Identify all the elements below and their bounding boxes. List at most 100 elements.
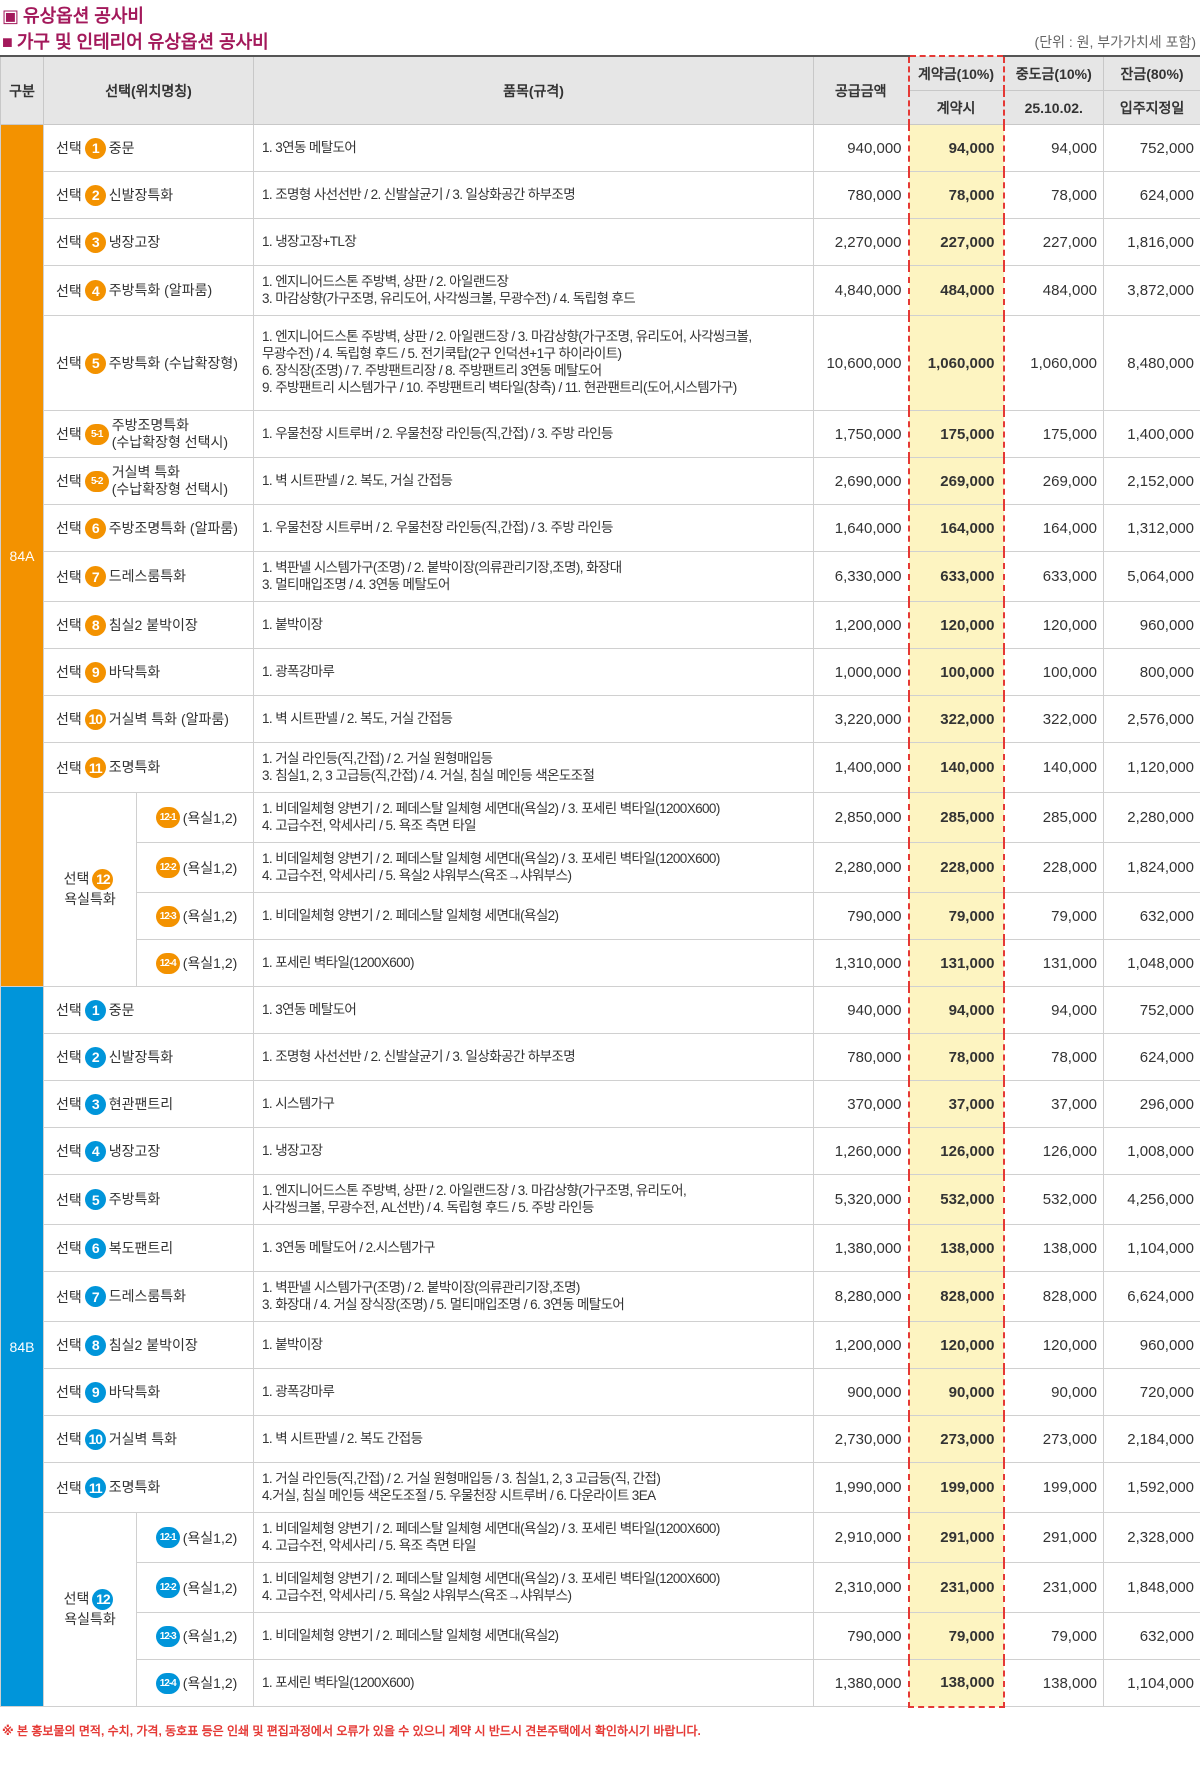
option-cell: 선택 8 침실2 붙박이장	[42, 1321, 255, 1369]
item-line: 1. 엔지니어드스톤 주방벽, 상판 / 2. 아일랜드장	[262, 273, 509, 289]
option-cell: 선택 11 조명특화	[42, 1462, 255, 1513]
supply-price: 900,000	[813, 1368, 910, 1416]
option-number: 7	[84, 1286, 106, 1307]
item-line: 4. 고급수전, 악세사리 / 5. 욕조 측면 타일	[262, 1537, 477, 1553]
table-row: 12-4 (욕실1,2) 1. 포세린 벽타일(1200X600) 1,310,000…	[1, 939, 1200, 987]
option-number: 4	[84, 280, 106, 301]
balance-price: 2,184,000	[1103, 1415, 1200, 1463]
item-line: 1. 비데일체형 양변기 / 2. 페데스탈 일체형 세면대(욕실2) / 3.…	[262, 800, 720, 816]
item-cell: 1. 냉장고장	[253, 1127, 815, 1175]
option-number: 12-3	[155, 905, 180, 927]
option-cell: 선택 1 중문	[42, 986, 255, 1034]
option-name-block: 냉장고장	[109, 234, 161, 251]
option-number: 12-2	[155, 857, 180, 878]
supply-price: 940,000	[813, 124, 910, 172]
balance-price: 2,328,000	[1103, 1512, 1200, 1563]
middle-price: 131,000	[1003, 939, 1105, 987]
option-prefix: 선택	[56, 1049, 82, 1065]
option-label: 선택 12 욕실특화	[44, 1589, 136, 1630]
option-prefix: 선택	[56, 1240, 82, 1256]
middle-price: 94,000	[1003, 124, 1105, 172]
title-area: ▣ 유상옵션 공사비 ■ 가구 및 인테리어 유상옵션 공사비 (단위 : 원, 부…	[0, 0, 1200, 55]
option-name: 드레스룸특화	[108, 568, 187, 585]
option-label: 선택 7 드레스룸특화	[44, 566, 253, 587]
contract-price: 79,000	[907, 892, 1005, 940]
option-name: 신발장특화	[108, 1048, 174, 1065]
option-number: 12	[92, 869, 114, 891]
item-line: 1. 거실 라인등(직,간접) / 2. 거실 원형매입등	[262, 750, 493, 766]
item-line: 1. 벽 시트판넬 / 2. 복도 간접등	[262, 1430, 423, 1446]
table-row: 선택 11 조명특화 1. 거실 라인등(직,간접) / 2. 거실 원형매입등 / …	[1, 1462, 1200, 1513]
option-label: 선택 5-2 거실벽 특화 (수납확장형 선택시)	[44, 464, 253, 498]
item-cell: 1. 벽판넬 시스템가구(조명) / 2. 붙박이장(의류관리기장,조명), 화…	[253, 551, 815, 602]
middle-price: 228,000	[1003, 842, 1105, 893]
supply-price: 780,000	[813, 1033, 910, 1081]
supply-price: 2,270,000	[813, 218, 910, 266]
option-cell: 선택 5 주방특화	[42, 1174, 255, 1225]
header-cell: 입주지정일	[1103, 90, 1200, 125]
contract-price: 828,000	[907, 1271, 1005, 1322]
middle-price: 273,000	[1003, 1415, 1105, 1463]
balance-price: 6,624,000	[1103, 1271, 1200, 1322]
option-cell: 선택 9 바닥특화	[42, 1368, 255, 1416]
option-prefix: 선택	[63, 870, 90, 887]
option-name: 침실2 붙박이장	[108, 1336, 198, 1353]
supply-price: 790,000	[813, 1612, 910, 1660]
sub-option: 12-2 (욕실1,2)	[137, 1577, 253, 1598]
item-line: 3. 마감상향(가구조명, 유리도어, 사각씽크볼, 무광수전) / 4. 독립…	[262, 290, 636, 306]
option-cell: 선택 10 거실벽 특화 (알파룸)	[42, 695, 255, 743]
table-row: 선택 6 주방조명특화 (알파룸) 1. 우물천장 시트루버 / 2. 우물천장 라인…	[1, 504, 1200, 552]
balance-price: 2,280,000	[1103, 792, 1200, 843]
option-number: 12-1	[155, 1527, 180, 1548]
item-line: 6. 장식장(조명) / 7. 주방팬트리장 / 8. 주방팬트리 3연동 메탈…	[262, 363, 602, 378]
balance-price: 1,008,000	[1103, 1127, 1200, 1175]
option-label: 선택 8 침실2 붙박이장	[44, 1334, 253, 1356]
item-line: 1. 비데일체형 양변기 / 2. 페데스탈 일체형 세면대(욕실2)	[262, 907, 559, 923]
option-name: 욕실특화	[64, 1611, 116, 1628]
option-prefix: 선택	[56, 355, 82, 371]
sub-option-cell: 12-1 (욕실1,2)	[135, 1512, 255, 1563]
balance-price: 960,000	[1103, 1321, 1200, 1369]
item-line: 1. 조명형 사선선반 / 2. 신발살균기 / 3. 일상화공간 하부조명	[262, 1048, 576, 1064]
supply-price: 1,400,000	[813, 742, 910, 793]
supply-price: 2,690,000	[813, 457, 910, 505]
item-line: 4. 고급수전, 악세사리 / 5. 욕조 측면 타일	[262, 817, 477, 833]
option-cell: 선택 7 드레스룸특화	[42, 1271, 255, 1322]
item-cell: 1. 비데일체형 양변기 / 2. 페데스탈 일체형 세면대(욕실2) / 3.…	[253, 1562, 815, 1613]
item-cell: 1. 우물천장 시트루버 / 2. 우물천장 라인등(직,간접) / 3. 주방…	[253, 504, 815, 552]
option-prefix: 선택	[56, 1337, 82, 1353]
contract-price: 138,000	[907, 1224, 1005, 1272]
sub-option-cell: 12-3 (욕실1,2)	[135, 1612, 255, 1660]
supply-price: 370,000	[813, 1080, 910, 1128]
option-cell: 선택 2 신발장특화	[42, 171, 255, 219]
option-label: 선택 4 냉장고장	[44, 1140, 253, 1162]
sub-option-cell: 12-3 (욕실1,2)	[135, 892, 255, 940]
item-line: 1. 벽판넬 시스템가구(조명) / 2. 붙박이장(의류관리기장,조명), 화…	[262, 559, 622, 575]
option-prefix: 선택	[56, 1288, 82, 1305]
supply-price: 3,220,000	[813, 695, 910, 743]
option-number: 9	[84, 1381, 106, 1403]
balance-price: 5,064,000	[1103, 551, 1200, 602]
item-line: 4.거실, 침실 메인등 색온도조절 / 5. 우물천장 시트루버 / 6. 다…	[262, 1487, 656, 1503]
option-name: 신발장특화	[108, 186, 174, 203]
middle-price: 79,000	[1003, 892, 1105, 940]
option-name: 조명특화	[108, 759, 161, 776]
item-cell: 1. 엔지니어드스톤 주방벽, 상판 / 2. 아일랜드장 3. 마감상향(가구조…	[253, 265, 815, 316]
option-name: 복도팬트리	[108, 1239, 174, 1256]
header-cell: 중도금(10%)	[1003, 55, 1105, 91]
sub-option-name: (욕실1,2)	[182, 1579, 238, 1596]
option-number: 5	[84, 1189, 106, 1210]
option-number: 10	[84, 708, 106, 730]
table-row: 선택 6 복도팬트리 1. 3연동 메탈도어 / 2.시스템가구 1,380,000 13…	[1, 1224, 1200, 1272]
item-cell: 1. 포세린 벽타일(1200X600)	[253, 939, 815, 987]
contract-price: 1,060,000	[907, 315, 1005, 411]
contract-price: 126,000	[907, 1127, 1005, 1175]
option-number: 8	[84, 1334, 106, 1356]
sub-option-name: (욕실1,2)	[182, 1628, 238, 1644]
balance-price: 2,152,000	[1103, 457, 1200, 505]
header-cell: 품목(규격)	[253, 55, 815, 125]
option-name: 바닥특화	[108, 1383, 161, 1400]
item-cell: 1. 비데일체형 양변기 / 2. 페데스탈 일체형 세면대(욕실2) / 3.…	[253, 842, 815, 893]
option-number: 6	[84, 1237, 106, 1259]
